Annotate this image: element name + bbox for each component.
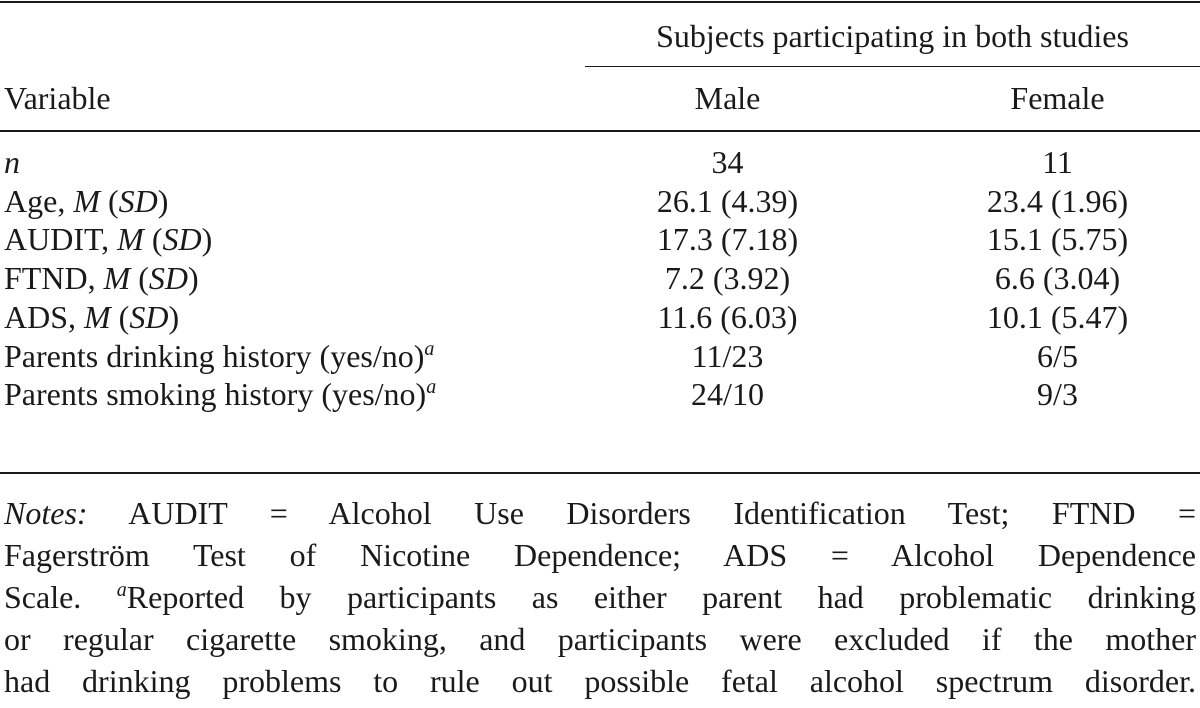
row-label-part: M [73, 183, 100, 219]
cell-male: 11/23 [691, 338, 764, 374]
row-label: ADS, M (SD) [4, 297, 179, 337]
row-label-part: M [117, 221, 144, 257]
cell-male: 24/10 [691, 376, 764, 412]
cell-female: 11 [1042, 144, 1073, 180]
row-label-part: Parents smoking history (yes/no) [4, 376, 427, 412]
notes-text-3a: Scale. [4, 579, 117, 615]
column-header-variable: Variable [4, 80, 111, 116]
row-label-part: M [84, 299, 111, 335]
row-label-part: M [103, 260, 131, 296]
header-bottom-rule [0, 130, 1200, 132]
notes-line-4: or regular cigarette smoking, and partic… [4, 621, 1196, 657]
row-label: AUDIT, M (SD) [4, 219, 212, 259]
notes-line-5: had drinking problems to rule out possib… [4, 663, 1196, 699]
column-header-female: Female [1010, 80, 1105, 116]
row-footnote-marker: a [424, 338, 435, 360]
column-header-male: Male [694, 80, 761, 116]
cell-male: 11.6 (6.03) [657, 299, 798, 335]
cell-female: 9/3 [1037, 376, 1078, 412]
row-label: Parents smoking history (yes/no)a [4, 374, 436, 414]
notes-line-1: Notes: AUDIT = Alcohol Use Disorders Ide… [4, 492, 1196, 534]
row-label-part: SD [129, 299, 169, 335]
row-label-part: AUDIT, [4, 221, 118, 257]
cell-male: 26.1 (4.39) [656, 183, 799, 219]
cell-female: 15.1 (5.75) [986, 221, 1129, 257]
row-label-part: ) [187, 260, 199, 296]
notes-footnote-marker: a [116, 579, 127, 601]
row-label: FTND, M (SD) [4, 258, 199, 298]
row-label-part: SD [148, 260, 188, 296]
cell-female: 6/5 [1037, 338, 1078, 374]
cell-female: 23.4 (1.96) [986, 183, 1129, 219]
row-label-part: Parents drinking history (yes/no) [4, 338, 425, 374]
row-label: Age, M (SD) [4, 181, 168, 221]
row-label-part: ( [130, 260, 149, 296]
row-label: n [4, 142, 20, 182]
group-header: Subjects participating in both studies [656, 18, 1129, 54]
row-label-part: n [4, 144, 20, 180]
row-label-part: ) [157, 183, 169, 219]
notes-label: Notes: [4, 495, 88, 531]
cell-male: 34 [711, 144, 744, 180]
group-header-rule [585, 66, 1200, 67]
row-label-part: ( [99, 183, 119, 219]
cell-female: 10.1 (5.47) [986, 299, 1129, 335]
row-label-part: Age, [4, 183, 74, 219]
table-bottom-rule [0, 472, 1200, 474]
notes-text-1: AUDIT = Alcohol Use Disorders Identifica… [128, 495, 1197, 531]
row-label-part: FTND, [4, 260, 104, 296]
row-label-part: ( [143, 221, 163, 257]
notes-line-3: Scale. aReported by participants as eith… [4, 576, 1196, 618]
row-label-part: ) [168, 299, 180, 335]
row-footnote-marker: a [426, 376, 437, 398]
row-label-part: ( [110, 299, 130, 335]
cell-male: 17.3 (7.18) [656, 221, 799, 257]
top-rule [0, 1, 1200, 3]
cell-female: 6.6 (3.04) [994, 260, 1121, 296]
notes-text-3b: Reported by participants as either paren… [126, 579, 1197, 615]
row-label-part: ) [201, 221, 213, 257]
table-notes: Notes: AUDIT = Alcohol Use Disorders Ide… [4, 492, 1196, 702]
notes-line-2: Fagerström Test of Nicotine Dependence; … [4, 537, 1196, 573]
row-label-part: ADS, [4, 299, 85, 335]
row-label-part: SD [118, 183, 158, 219]
row-label-part: SD [162, 221, 202, 257]
cell-male: 7.2 (3.92) [664, 260, 791, 296]
row-label: Parents drinking history (yes/no)a [4, 336, 434, 376]
